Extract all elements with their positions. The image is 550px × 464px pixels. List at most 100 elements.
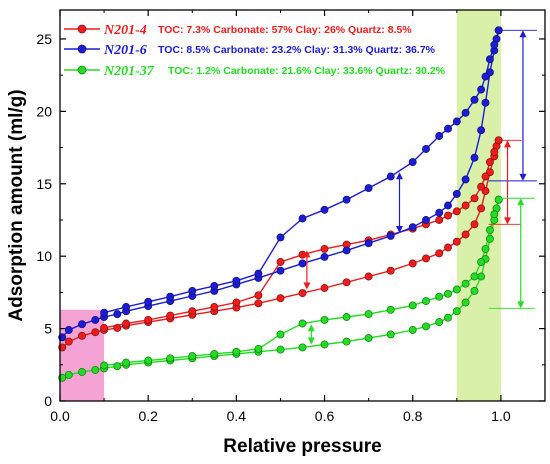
adsorption-point [470,153,479,162]
adsorption-point [78,368,86,376]
adsorption-point [320,340,329,349]
desorption-point [444,289,452,298]
range-arrow-N201-4 [504,140,512,225]
desorption-point [452,207,461,216]
y-tick-label: 20 [36,103,52,119]
adsorption-point [386,266,395,275]
desorption-point [490,40,499,49]
arrow-head-top [303,250,311,258]
desorption-point [144,297,153,306]
desorption-point [166,311,175,320]
adsorption-point [91,315,100,324]
series-N201-37 [58,195,503,382]
desorption-point [408,158,417,167]
adsorption-point [452,189,461,198]
desorption-line [104,199,500,367]
desorption-point [342,313,351,321]
desorption-point [320,315,329,324]
legend-description: TOC: 1.2% Carbonate: 21.6% Clay: 33.6% Q… [168,65,446,77]
x-tick-label: 1.0 [491,408,511,424]
adsorption-point [364,272,373,281]
y-tick-label: 5 [44,321,52,337]
adsorption-point [435,208,444,217]
desorption-point [364,310,373,319]
desorption-point [188,286,197,295]
y-tick-label: 10 [36,248,52,264]
adsorption-point [477,126,486,135]
adsorption-point [78,331,86,340]
adsorption-point [408,259,417,268]
adsorption-point [78,320,86,329]
desorption-point [477,85,486,94]
desorption-point [494,195,503,204]
adsorption-point [364,334,373,342]
x-tick-label: 0.6 [315,408,335,424]
legend-marker [77,24,87,34]
adsorption-point [485,234,494,243]
desorption-point [166,292,175,301]
adsorption-point [113,362,122,371]
adsorption-point [276,294,285,303]
desorption-point [386,305,395,314]
adsorption-point [320,252,329,261]
desorption-point [452,117,461,126]
x-tick-label: 0.4 [227,408,247,424]
adsorption-point [254,299,263,308]
desorption-point [435,216,444,224]
desorption-point [122,302,131,311]
hysteresis-arrow-N201-37 [307,324,315,345]
desorption-point [100,323,109,332]
arrow-head-bottom [307,337,315,345]
adsorption-point [386,330,395,339]
adsorption-point [422,322,430,331]
desorption-point [144,356,153,365]
desorption-point [477,182,486,191]
adsorption-point [64,337,73,346]
desorption-point [422,297,430,306]
adsorption-point [461,230,470,239]
adsorption-point [64,326,73,334]
adsorption-point [461,175,470,184]
adsorption-point [470,286,479,295]
desorption-point [188,307,197,316]
arrow-head-bottom [517,301,525,309]
desorption-point [485,55,494,64]
x-tick-label: 0.2 [138,408,158,424]
adsorption-point [444,243,452,252]
desorption-point [485,158,494,167]
adsorption-point [452,237,461,246]
adsorption-point [386,231,395,240]
adsorption-point [435,318,444,327]
desorption-point [461,201,470,210]
arrow-head-bottom [519,173,527,181]
legend-marker [77,65,87,75]
y-tick-label: 25 [36,31,52,47]
desorption-point [470,272,479,281]
series-layer [58,26,503,382]
adsorption-point [408,326,417,334]
desorption-point [166,354,175,363]
desorption-point [452,285,461,294]
adsorption-point [298,259,307,268]
desorption-point [481,244,490,253]
arrow-head-top [396,172,403,180]
desorption-point [444,211,452,220]
range-arrow-N201-6 [519,30,527,181]
desorption-point [364,184,373,193]
adsorption-point [477,204,486,213]
legend-description: TOC: 7.3% Carbonate: 57% Clay: 26% Quart… [158,24,412,36]
legend-entry-N201-37: N201-37 TOC: 1.2% Carbonate: 21.6% Clay: … [64,64,446,79]
desorption-point [210,349,219,358]
desorption-point [461,279,470,288]
adsorption-point [408,223,417,232]
range-guides-N201-37 [488,197,535,309]
desorption-point [210,281,219,290]
adsorption-point [342,337,351,346]
arrow-head-bottom [504,217,512,225]
plot-frame [59,9,546,402]
desorption-point [298,214,307,223]
adsorption-point [422,254,430,263]
desorption-point [444,124,452,133]
desorption-point [470,95,479,104]
adsorption-point [364,239,373,248]
